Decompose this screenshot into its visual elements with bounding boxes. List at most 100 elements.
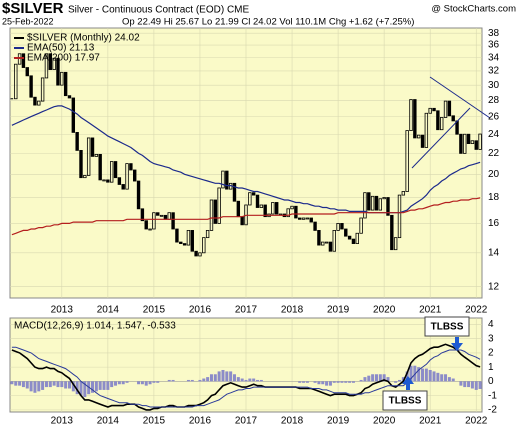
candle	[171, 212, 175, 230]
histogram-bar	[152, 381, 156, 383]
candle	[106, 179, 110, 183]
candle	[340, 223, 344, 230]
candle	[328, 241, 333, 252]
y-tick-label: 38	[488, 28, 500, 39]
candle	[186, 230, 191, 246]
candle	[60, 71, 64, 86]
candle	[198, 252, 202, 257]
macd-label: MACD(12,26,9) 1.014, 1.547, -0.533	[14, 321, 176, 332]
x-tick-label: 2017	[235, 305, 258, 316]
candle	[478, 133, 482, 150]
candle	[324, 241, 329, 244]
candle	[236, 200, 241, 218]
x-tick-label: 2019	[327, 305, 350, 316]
histogram-bar	[363, 377, 367, 382]
histogram-bar	[14, 381, 18, 386]
x-tick-label: 2021	[419, 305, 442, 316]
candle	[336, 223, 340, 231]
histogram-bar	[21, 381, 25, 388]
histogram-bar	[470, 381, 474, 389]
candle	[102, 179, 106, 182]
candle	[463, 133, 467, 154]
candle	[355, 232, 359, 244]
histogram-bar	[405, 371, 409, 382]
y-tick-label: 20	[488, 169, 500, 180]
candle	[443, 100, 448, 118]
title: $SILVER	[2, 0, 64, 17]
histogram-bar	[240, 378, 244, 382]
histogram-bar	[148, 381, 152, 385]
histogram-bar	[428, 369, 432, 382]
candle	[401, 191, 406, 196]
candle	[136, 180, 141, 210]
histogram-bar	[33, 381, 37, 393]
histogram-bar	[71, 381, 75, 392]
histogram-bar	[79, 381, 83, 396]
candle	[221, 170, 225, 189]
x-tick-label: 2018	[281, 416, 304, 427]
candle	[301, 217, 306, 220]
candle	[290, 205, 294, 210]
candle	[413, 99, 417, 139]
y-tick-label: 28	[488, 95, 500, 106]
candle	[420, 134, 425, 148]
histogram-bar	[144, 381, 148, 386]
histogram-bar	[421, 368, 425, 382]
ema-line	[11, 197, 481, 236]
candle	[363, 192, 367, 219]
candle	[274, 202, 279, 215]
y-tick-label: 3	[488, 333, 494, 344]
annotation: TLBSS	[389, 396, 422, 407]
candle	[382, 197, 386, 200]
histogram-bar	[478, 381, 482, 389]
histogram-bar	[106, 381, 110, 390]
candle	[459, 133, 463, 154]
histogram-bar	[378, 374, 382, 382]
histogram-bar	[156, 381, 160, 383]
macd-line	[11, 343, 481, 411]
candle	[286, 208, 290, 218]
candle	[386, 197, 390, 216]
candle	[370, 195, 375, 211]
histogram-bar	[232, 374, 236, 382]
histogram-bar	[436, 372, 440, 382]
annotation: TLBSS	[431, 322, 464, 333]
y-tick-label: 12	[488, 281, 500, 292]
y-tick-label: 1	[488, 362, 494, 373]
legend-label: EMA(50) 21.13	[27, 43, 95, 54]
histogram-bar	[248, 378, 252, 382]
histogram-bar	[256, 379, 260, 382]
histogram-bar	[91, 381, 95, 393]
candle	[140, 208, 145, 222]
histogram-bar	[397, 379, 401, 382]
candle	[209, 199, 214, 231]
x-tick-label: 2021	[419, 416, 442, 427]
y-tick-label: 0	[488, 376, 494, 387]
histogram-bar	[198, 379, 202, 382]
histogram-bar	[225, 371, 229, 382]
histogram-bar	[298, 381, 302, 383]
histogram-bar	[440, 374, 444, 382]
candle	[374, 195, 379, 211]
y-tick-label: 36	[488, 40, 500, 51]
histogram-bar	[56, 381, 60, 388]
candle	[416, 134, 421, 139]
histogram-bar	[52, 381, 56, 386]
histogram-bar	[190, 379, 194, 382]
candle	[317, 230, 321, 246]
histogram-bar	[328, 381, 332, 386]
x-tick-label: 2022	[465, 305, 488, 316]
histogram-bar	[94, 381, 98, 392]
candle	[213, 199, 218, 224]
histogram-bar	[41, 381, 45, 390]
histogram-bar	[340, 381, 344, 383]
histogram-bar	[213, 374, 217, 382]
histogram-bar	[332, 381, 336, 383]
credit: @ StockCharts.com	[431, 4, 516, 15]
histogram-bar	[64, 381, 68, 389]
candle	[232, 182, 237, 202]
histogram-bar	[447, 377, 451, 382]
candle	[298, 217, 302, 220]
candle	[40, 77, 45, 102]
